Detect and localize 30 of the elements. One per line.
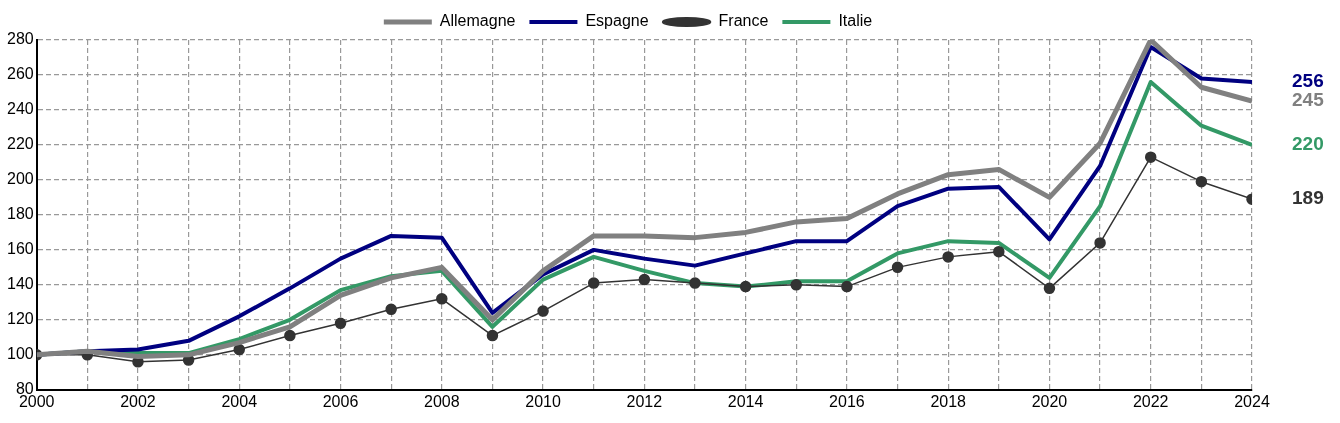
legend-label: Italie	[838, 12, 873, 30]
legend-label: Espagne	[585, 12, 649, 30]
y-tick-label: 280	[6, 30, 34, 48]
x-tick-label: 2016	[829, 392, 865, 410]
text: 256	[1292, 70, 1324, 92]
x-tick-label: 2018	[930, 392, 967, 410]
x-tick-label: 2020	[1031, 392, 1068, 410]
x-tick-label: 2012	[626, 392, 663, 410]
x-tick-label: 2002	[120, 392, 156, 410]
y-tick-label: 220	[6, 135, 34, 153]
x-tick-label: 2004	[221, 392, 258, 410]
text: 189	[1292, 187, 1324, 209]
text: 245	[1292, 89, 1325, 111]
x-tick-label: 2022	[1132, 392, 1169, 410]
legend-label: France	[718, 12, 769, 30]
y-tick-label: 180	[6, 205, 34, 223]
y-tick-label: 100	[6, 345, 34, 363]
y-tick-label: 260	[6, 65, 34, 83]
x-tick-label: 2010	[525, 392, 561, 410]
x-tick-label: 2014	[727, 392, 764, 410]
x-tick-label: 2006	[322, 392, 359, 410]
y-tick-label: 200	[6, 170, 34, 188]
y-tick-label: 240	[6, 100, 34, 118]
y-tick-label: 120	[6, 310, 34, 328]
text: 220	[1292, 133, 1324, 155]
y-tick-label: 140	[6, 275, 34, 293]
x-tick-label: 2008	[424, 392, 460, 410]
legend-label: Allemagne	[439, 12, 516, 30]
y-tick-label: 160	[6, 240, 34, 258]
x-tick-label: 2024	[1234, 392, 1270, 410]
